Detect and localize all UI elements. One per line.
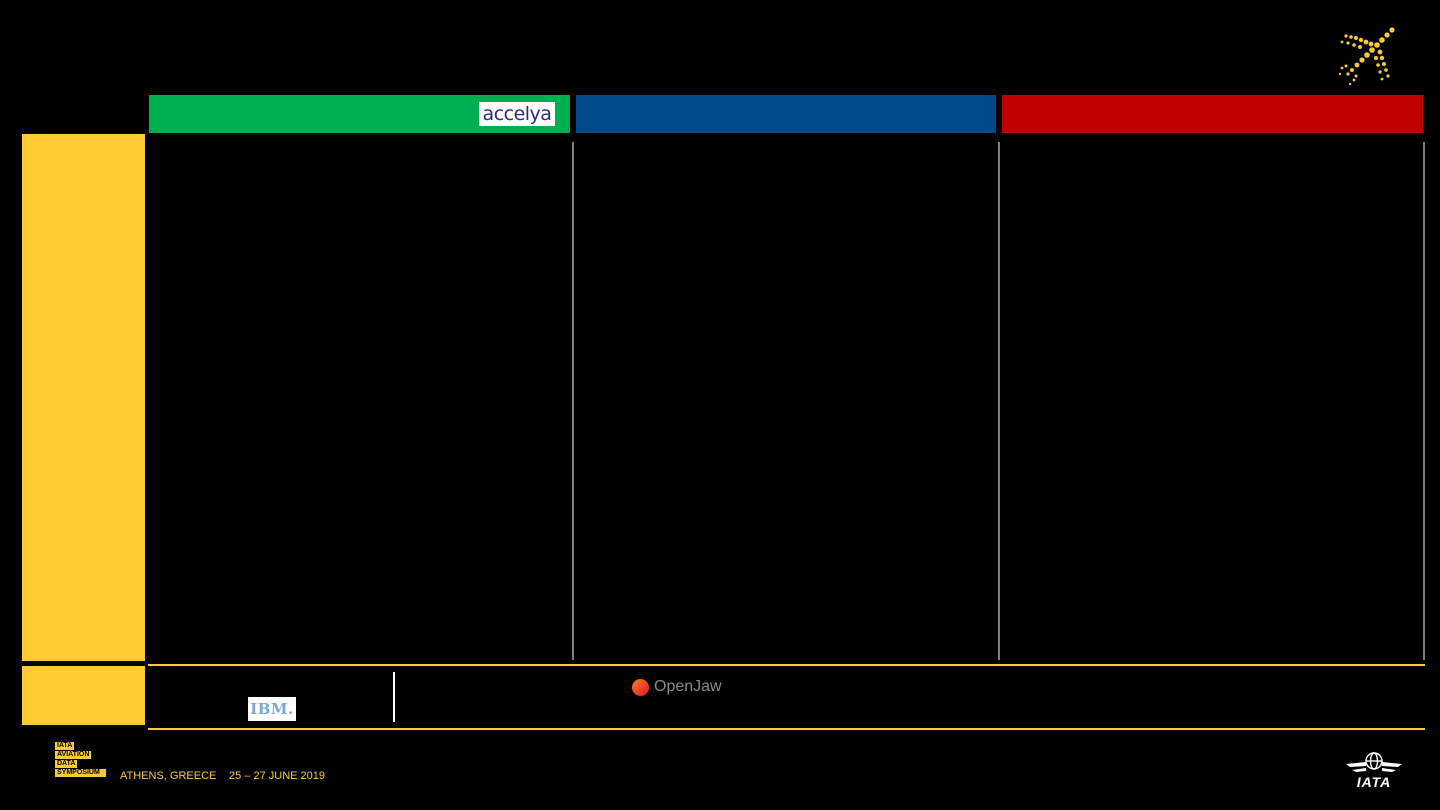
header-bar-green: accelya: [149, 95, 570, 133]
event-location: ATHENS, GREECE: [120, 770, 217, 782]
partner-row-bottom-line: [148, 728, 1425, 730]
iata-wordmark: IATA: [1356, 774, 1392, 790]
event-line: AVIATION: [55, 751, 92, 759]
ibm-logo: IBM.: [248, 697, 296, 721]
partner-divider: [393, 672, 395, 722]
accelya-logo: accelya: [479, 102, 555, 126]
column-divider: [1423, 142, 1425, 660]
header-bar-red: [1002, 95, 1423, 133]
event-line: SYMPOSIUM: [55, 769, 106, 777]
openjaw-label: OpenJaw: [654, 678, 722, 695]
event-line: IATA: [55, 742, 75, 750]
event-badge: IATA AVIATION DATA SYMPOSIUM: [55, 742, 106, 778]
openjaw-logo: OpenJaw: [632, 676, 722, 698]
side-label-block-bottom: [22, 666, 145, 725]
header-bar-blue: [576, 95, 996, 133]
iata-logo: IATA: [1344, 750, 1404, 792]
partner-row-top-line: [148, 664, 1425, 666]
event-line: DATA: [55, 760, 78, 768]
side-label-block-top: [22, 134, 145, 661]
openjaw-mark-icon: [632, 678, 649, 696]
iata-globe-icon: [1346, 752, 1402, 772]
plane-icon: [1338, 27, 1395, 86]
column-divider: [572, 142, 574, 660]
column-divider: [998, 142, 1000, 660]
event-dates: 25 – 27 JUNE 2019: [229, 770, 326, 782]
